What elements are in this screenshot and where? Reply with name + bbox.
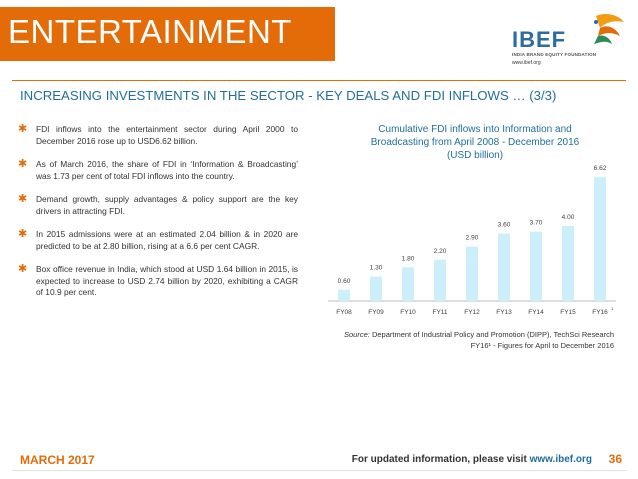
chart-title-line: Cumulative FDI inflows into Information … [378,124,572,135]
x-tick-label: FY13 [496,309,512,316]
logo-url: www.ibef.org [512,60,541,66]
footer-info: For updated information, please visit ww… [352,454,592,465]
page-title: ENTERTAINMENT [8,13,292,50]
chart-source: Source: Department of Industrial Policy … [328,330,614,351]
bullet-item: ✱ FDI inflows into the entertainment sect… [18,124,298,147]
x-tick-label: FY11 [432,309,447,316]
x-tick-footnote-marker: 1 [611,306,614,311]
chart-title: Cumulative FDI inflows into Information … [330,123,620,162]
star-bullet-icon: ✱ [18,158,28,170]
data-label: 6.62 [594,165,607,172]
bullet-item: ✱ Box office revenue in India, which stoo… [18,264,298,299]
header-bar: ENTERTAINMENT [0,7,335,61]
bullet-text: As of March 2016, the share of FDI in ‘I… [36,159,298,181]
bullet-item: ✱ Demand growth, supply advantages & poli… [18,194,298,217]
data-label: 1.30 [370,265,383,272]
star-bullet-icon: ✱ [18,228,28,240]
chart-bar [338,289,350,301]
chart-bar [498,233,510,301]
chart-bar [562,226,574,301]
x-tick-label: FY08 [336,309,352,316]
section-subtitle: INCREASING INVESTMENTS IN THE SECTOR - K… [20,88,557,103]
source-note: FY16¹ - Figures for April to December 20… [470,340,614,350]
x-tick-label: FY09 [368,309,384,316]
x-tick-label: FY10 [400,309,416,316]
x-tick-label: FY15 [560,309,576,316]
chart-title-line: (USD billion) [446,150,504,161]
bullet-list: ✱ FDI inflows into the entertainment sect… [18,124,298,311]
bullet-text: Demand growth, supply advantages & polic… [36,194,298,216]
bullet-item: ✱ In 2015 admissions were at an estimated… [18,229,298,252]
logo-name: IBEF [512,27,567,52]
logo-tagline: INDIA BRAND EQUITY FOUNDATION [512,52,597,57]
bullet-text: Box office revenue in India, which stood… [36,264,298,297]
x-tick-label: FY12 [464,309,480,316]
data-label: 0.60 [338,278,351,285]
bullet-text: FDI inflows into the entertainment secto… [36,124,298,146]
bullet-text: In 2015 admissions were at an estimated … [36,229,298,251]
x-tick-label: FY14 [528,309,544,316]
subtitle-divider [12,80,626,81]
page-number: 36 [608,452,622,466]
data-label: 2.20 [434,248,447,255]
footer-link[interactable]: www.ibef.org [529,454,592,465]
data-label: 2.90 [466,235,479,242]
chart-bar [370,276,382,301]
source-label: Source: [343,330,370,339]
star-bullet-icon: ✱ [18,123,28,135]
data-label: 3.70 [530,220,543,227]
chart-bar [402,267,414,301]
chart-bar [434,259,446,301]
source-text: Department of Industrial Policy and Prom… [371,330,614,339]
fdi-bar-chart: 0.60 FY08 1.30 FY09 1.80 FY10 2.20 FY11 2.90 FY12… [328,165,616,316]
chart-bar [594,176,606,301]
footer-date: MARCH 2017 [20,453,95,467]
chart-bar [466,246,478,301]
ibef-logo[interactable]: IBEF INDIA BRAND EQUITY FOUNDATION www.i… [496,10,632,70]
logo-bird-icon [594,14,624,44]
star-bullet-icon: ✱ [18,193,28,205]
data-label: 3.60 [498,222,511,229]
footer-divider [12,470,626,471]
star-bullet-icon: ✱ [18,263,28,275]
bullet-item: ✱ As of March 2016, the share of FDI in ‘… [18,159,298,182]
chart-bar [530,231,542,301]
data-label: 1.80 [402,255,415,262]
footer-text: For updated information, please visit [351,454,527,465]
data-label: 4.00 [562,214,575,221]
x-tick-label: FY16 [592,309,608,316]
chart-title-line: Broadcasting from April 2008 - December … [370,137,580,148]
